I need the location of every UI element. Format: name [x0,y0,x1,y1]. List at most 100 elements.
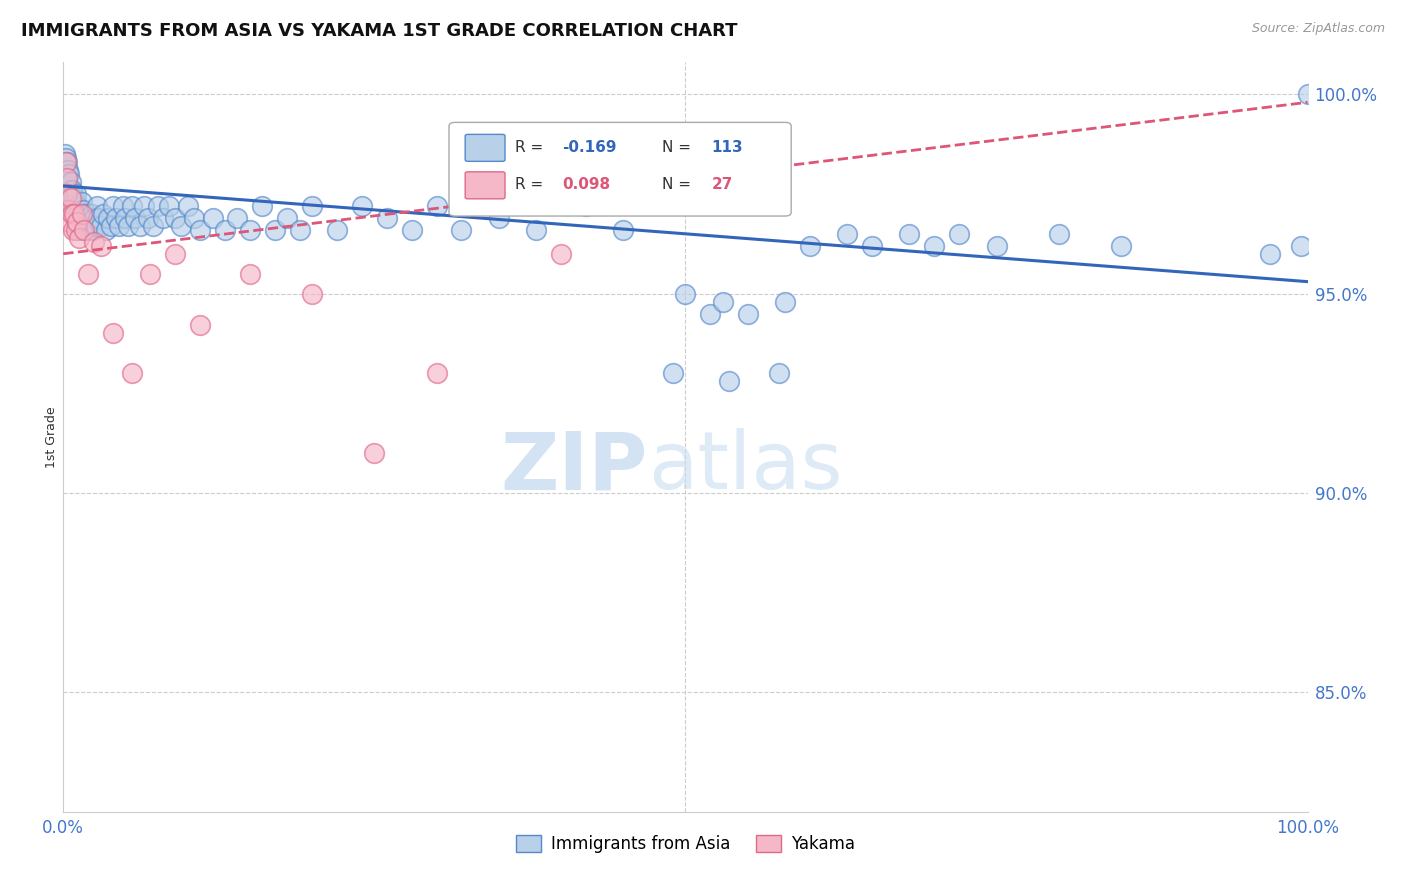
Point [56,171,79,186]
Point [87,211,110,225]
Point [69,207,91,221]
Point [134,199,156,213]
Point [699,306,721,320]
Point [157,199,180,213]
Point [986,239,1008,253]
Point [717,374,740,388]
Point [104,211,127,225]
Point [226,211,249,225]
Point [86,199,108,213]
Point [83,235,105,249]
Point [737,306,759,320]
Text: 0.098: 0.098 [562,178,610,192]
Point [65,194,87,209]
Point [72,202,94,217]
Point [63,191,86,205]
Text: N =: N = [662,140,696,154]
Point [63,207,86,221]
Point [70,194,93,209]
Point [59,191,82,205]
Point [124,211,146,225]
Point [108,219,131,233]
Point [129,219,152,233]
Point [58,215,80,229]
Point [58,163,80,178]
Text: IMMIGRANTS FROM ASIA VS YAKAMA 1ST GRADE CORRELATION CHART: IMMIGRANTS FROM ASIA VS YAKAMA 1ST GRADE… [21,22,738,40]
Point [183,211,205,225]
Point [76,219,98,233]
Point [139,267,162,281]
Point [82,223,104,237]
Point [860,239,883,253]
Point [488,211,510,225]
Point [53,147,76,161]
Point [56,155,79,169]
Point [426,199,449,213]
Point [59,175,82,189]
Point [288,223,311,237]
Point [117,219,139,233]
Point [69,223,91,237]
Point [898,227,921,241]
Point [70,207,93,221]
FancyBboxPatch shape [465,172,505,199]
Legend: Immigrants from Asia, Yakama: Immigrants from Asia, Yakama [509,828,862,860]
Point [188,318,211,333]
Point [58,202,80,217]
Point [65,186,87,201]
Point [114,211,136,225]
Point [188,223,211,237]
Point [263,223,285,237]
Point [69,211,91,225]
Point [136,211,159,225]
Point [450,223,472,237]
Point [426,367,449,381]
Point [58,167,80,181]
Point [79,211,101,225]
Point [170,219,193,233]
Point [55,151,77,165]
Point [97,211,120,225]
Point [100,219,122,233]
Point [72,219,94,233]
Text: atlas: atlas [648,428,842,506]
Point [239,223,262,237]
Point [66,215,89,229]
Y-axis label: 1st Grade: 1st Grade [45,406,58,468]
Point [121,367,143,381]
Point [363,446,385,460]
Point [101,199,124,213]
Point [1109,239,1132,253]
Point [111,199,134,213]
Point [55,155,77,169]
Point [60,207,83,221]
Point [524,223,547,237]
Point [301,199,323,213]
Point [77,267,100,281]
Point [252,199,274,213]
Point [177,199,200,213]
Point [301,286,323,301]
Point [1291,239,1313,253]
Text: Source: ZipAtlas.com: Source: ZipAtlas.com [1251,22,1385,36]
Point [62,202,84,217]
Point [58,179,80,194]
Point [73,223,96,237]
Text: 27: 27 [711,178,733,192]
Point [58,183,80,197]
Point [165,246,187,260]
Point [165,211,187,225]
Point [90,239,112,253]
Point [62,186,84,201]
Point [214,223,236,237]
Point [63,207,86,221]
Point [83,211,105,225]
Point [67,219,90,233]
Point [101,326,124,341]
Point [62,223,84,237]
Point [84,219,107,233]
Point [66,215,89,229]
Point [94,223,117,237]
Point [350,199,373,213]
Point [56,171,79,186]
